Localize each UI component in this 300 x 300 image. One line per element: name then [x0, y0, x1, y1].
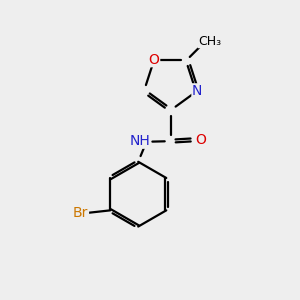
Text: O: O [196, 133, 206, 147]
Text: O: O [149, 52, 160, 67]
Text: CH₃: CH₃ [198, 34, 221, 48]
Text: Br: Br [73, 206, 88, 220]
Text: N: N [192, 84, 202, 98]
Text: NH: NH [130, 134, 150, 148]
